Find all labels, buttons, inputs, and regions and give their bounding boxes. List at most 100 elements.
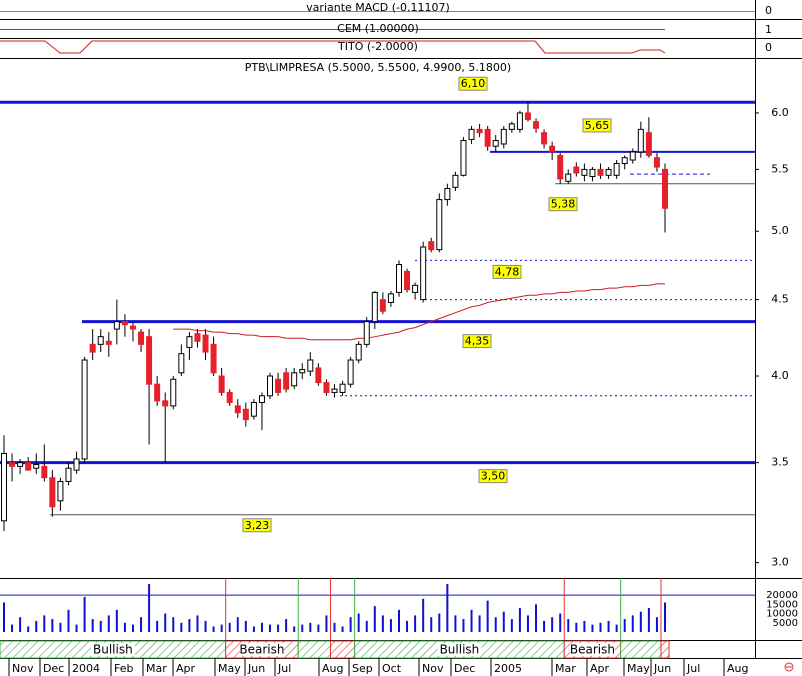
- signal-label-bg: [239, 643, 284, 656]
- level-label-box: [548, 197, 578, 212]
- level-label: 3,50: [481, 470, 506, 483]
- candle-body: [73, 458, 80, 471]
- candle-body: [492, 140, 499, 147]
- candle-body: [516, 112, 523, 130]
- x-tick-label: Sep: [352, 662, 373, 675]
- candle-body: [154, 383, 161, 402]
- candle-body: [97, 336, 104, 345]
- candle-body: [371, 291, 378, 323]
- candle-body: [347, 359, 354, 385]
- candle-body: [170, 378, 177, 407]
- signal-region: [620, 640, 662, 659]
- candle-body: [500, 128, 507, 145]
- candle-body: [557, 154, 564, 180]
- candle-body: [178, 353, 185, 374]
- candle-body: [581, 168, 588, 176]
- chart-title: PTB\LIMPRESA (5.5000, 5.5500, 4.9900, 5.…: [245, 61, 511, 74]
- candle-body: [138, 331, 145, 345]
- candle-body: [468, 128, 475, 140]
- candle-body: [242, 408, 249, 421]
- level-label: 5,38: [551, 198, 576, 211]
- level-label-box: [242, 518, 272, 533]
- y-tick-label: 5.0: [771, 224, 789, 237]
- candle-body: [436, 199, 443, 251]
- candle-body: [452, 174, 459, 188]
- candle-body: [613, 163, 620, 176]
- candle-body: [226, 391, 233, 404]
- candle-body: [662, 168, 668, 209]
- candle-body: [420, 246, 427, 301]
- candle-body: [597, 168, 604, 176]
- x-tick-label: Aug: [727, 662, 748, 675]
- candle-body: [573, 166, 580, 174]
- panel-label: variante MACD (-0.11107): [306, 1, 450, 14]
- x-tick-label: Feb: [114, 662, 133, 675]
- candle-body: [533, 121, 540, 129]
- candle-body: [17, 462, 24, 467]
- signal-label-bg: [437, 643, 482, 656]
- x-tick-label: Apr: [176, 662, 196, 675]
- candle-body: [549, 145, 556, 153]
- frame: [0, 0, 802, 659]
- candle-body: [565, 173, 572, 182]
- candle-body: [250, 402, 257, 417]
- candle-body: [41, 465, 48, 479]
- x-tick-label: Jul: [277, 662, 291, 675]
- candle-body: [444, 188, 451, 201]
- level-label-box: [582, 118, 612, 133]
- level-label-box: [492, 264, 522, 279]
- candle-body: [65, 467, 72, 482]
- candle-body: [637, 128, 644, 153]
- candle-body: [395, 264, 402, 293]
- x-tick-label: 2004: [72, 662, 100, 675]
- x-tick-label: Nov: [422, 662, 444, 675]
- candle-body: [105, 340, 112, 345]
- level-label: 4,78: [495, 265, 520, 278]
- candle-body: [49, 477, 56, 508]
- y-tick-label: 3.0: [771, 556, 789, 569]
- candle-body: [387, 293, 394, 303]
- candle-body: [331, 388, 338, 393]
- volume-tick-label: 5000: [773, 618, 798, 629]
- signal-label: Bearish: [239, 643, 284, 657]
- panel-tick: 0: [765, 4, 772, 17]
- candle-body: [194, 333, 201, 342]
- candle-body: [355, 343, 362, 361]
- candle-body: [605, 168, 612, 176]
- x-tick-label: May: [627, 662, 650, 675]
- x-tick-label: Dec: [454, 662, 475, 675]
- signal-label: Bullish: [440, 643, 480, 657]
- candle-body: [428, 241, 435, 251]
- x-tick-label: Aug: [322, 662, 343, 675]
- candle-body: [33, 464, 40, 469]
- panel-tick: 1: [765, 23, 772, 36]
- candle-body: [57, 480, 64, 502]
- signal-label-bg: [570, 643, 615, 656]
- level-label: 6,10: [461, 77, 486, 90]
- candle-body: [484, 128, 491, 147]
- candle-body: [363, 321, 370, 345]
- signal-label: Bullish: [93, 643, 133, 657]
- candle-body: [291, 372, 298, 387]
- candle-body: [275, 378, 282, 393]
- candle-body: [129, 325, 136, 330]
- panel-tick: 0: [765, 41, 772, 54]
- candle-body: [621, 157, 628, 165]
- candle-body: [589, 168, 596, 178]
- y-tick-label: 5.5: [771, 162, 789, 175]
- candle-body: [653, 157, 660, 168]
- y-tick-label: 3.5: [771, 456, 789, 469]
- x-tick-label: Nov: [12, 662, 34, 675]
- candle-body: [258, 395, 265, 404]
- x-tick-label: Jul: [686, 662, 700, 675]
- candle-body: [146, 336, 153, 385]
- candle-body: [113, 321, 120, 330]
- y-tick-label: 4.0: [771, 369, 789, 382]
- candle-body: [645, 132, 652, 156]
- x-tick-label: Jun: [247, 662, 265, 675]
- candle-body: [476, 128, 483, 134]
- y-tick-label: 6.0: [771, 106, 789, 119]
- candle-body: [186, 336, 193, 348]
- candle-body: [524, 112, 531, 120]
